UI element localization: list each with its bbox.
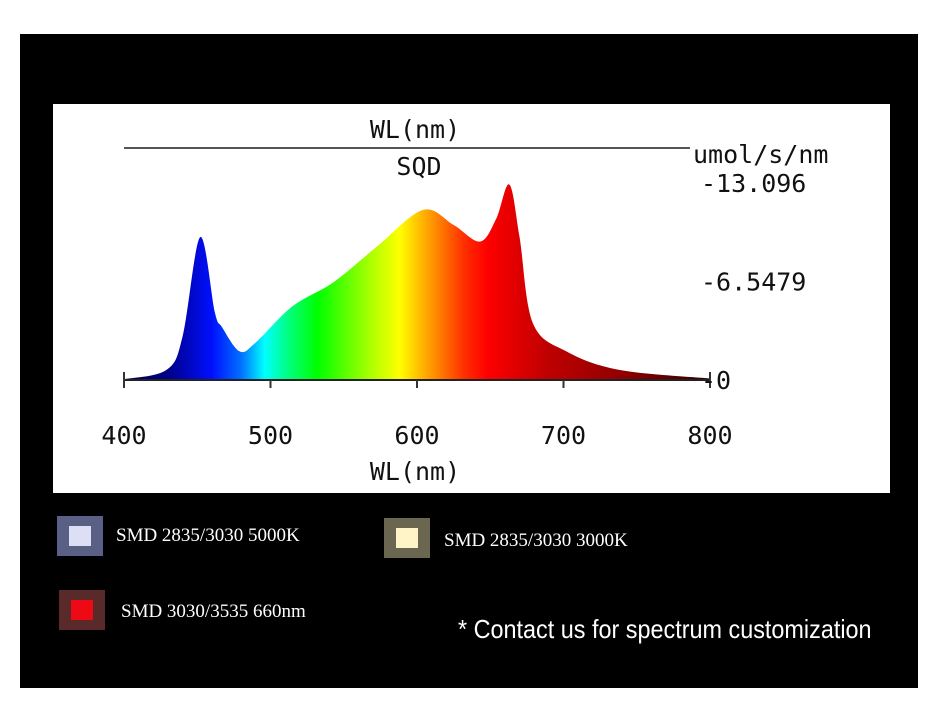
spectrum-chart: WL(nm) SQD umol/s/nm 400 500 600 700 800 -13…	[101, 115, 828, 486]
x-tick-label: 400	[101, 421, 146, 450]
y-tick-label: -6.5479	[701, 268, 806, 297]
x-axis-title: WL(nm)	[370, 457, 460, 486]
y-tick-label: -0	[701, 366, 731, 395]
led-swatch-660nm	[59, 590, 105, 630]
x-tick-label: 800	[687, 421, 732, 450]
x-tick-label: 500	[248, 421, 293, 450]
legend-label-660nm: SMD 3030/3535 660nm	[121, 601, 306, 622]
x-tick-label: 700	[541, 421, 586, 450]
customization-note: * Contact us for spectrum customization	[458, 614, 872, 644]
series-name: SQD	[396, 152, 441, 181]
x-tick-label: 600	[394, 421, 439, 450]
legend-label-5000k: SMD 2835/3030 5000K	[116, 525, 300, 546]
legend-label-3000k: SMD 2835/3030 3000K	[444, 530, 628, 551]
y-axis-unit: umol/s/nm	[693, 140, 828, 169]
led-swatch-3000k	[384, 518, 430, 558]
spectrum-chart-panel: WL(nm) SQD umol/s/nm 400 500 600 700 800 -13…	[53, 104, 890, 493]
top-axis-title: WL(nm)	[370, 115, 460, 144]
led-swatch-5000k	[57, 516, 103, 556]
y-tick-label: -13.096	[701, 169, 806, 198]
spectrum-area	[124, 184, 710, 380]
